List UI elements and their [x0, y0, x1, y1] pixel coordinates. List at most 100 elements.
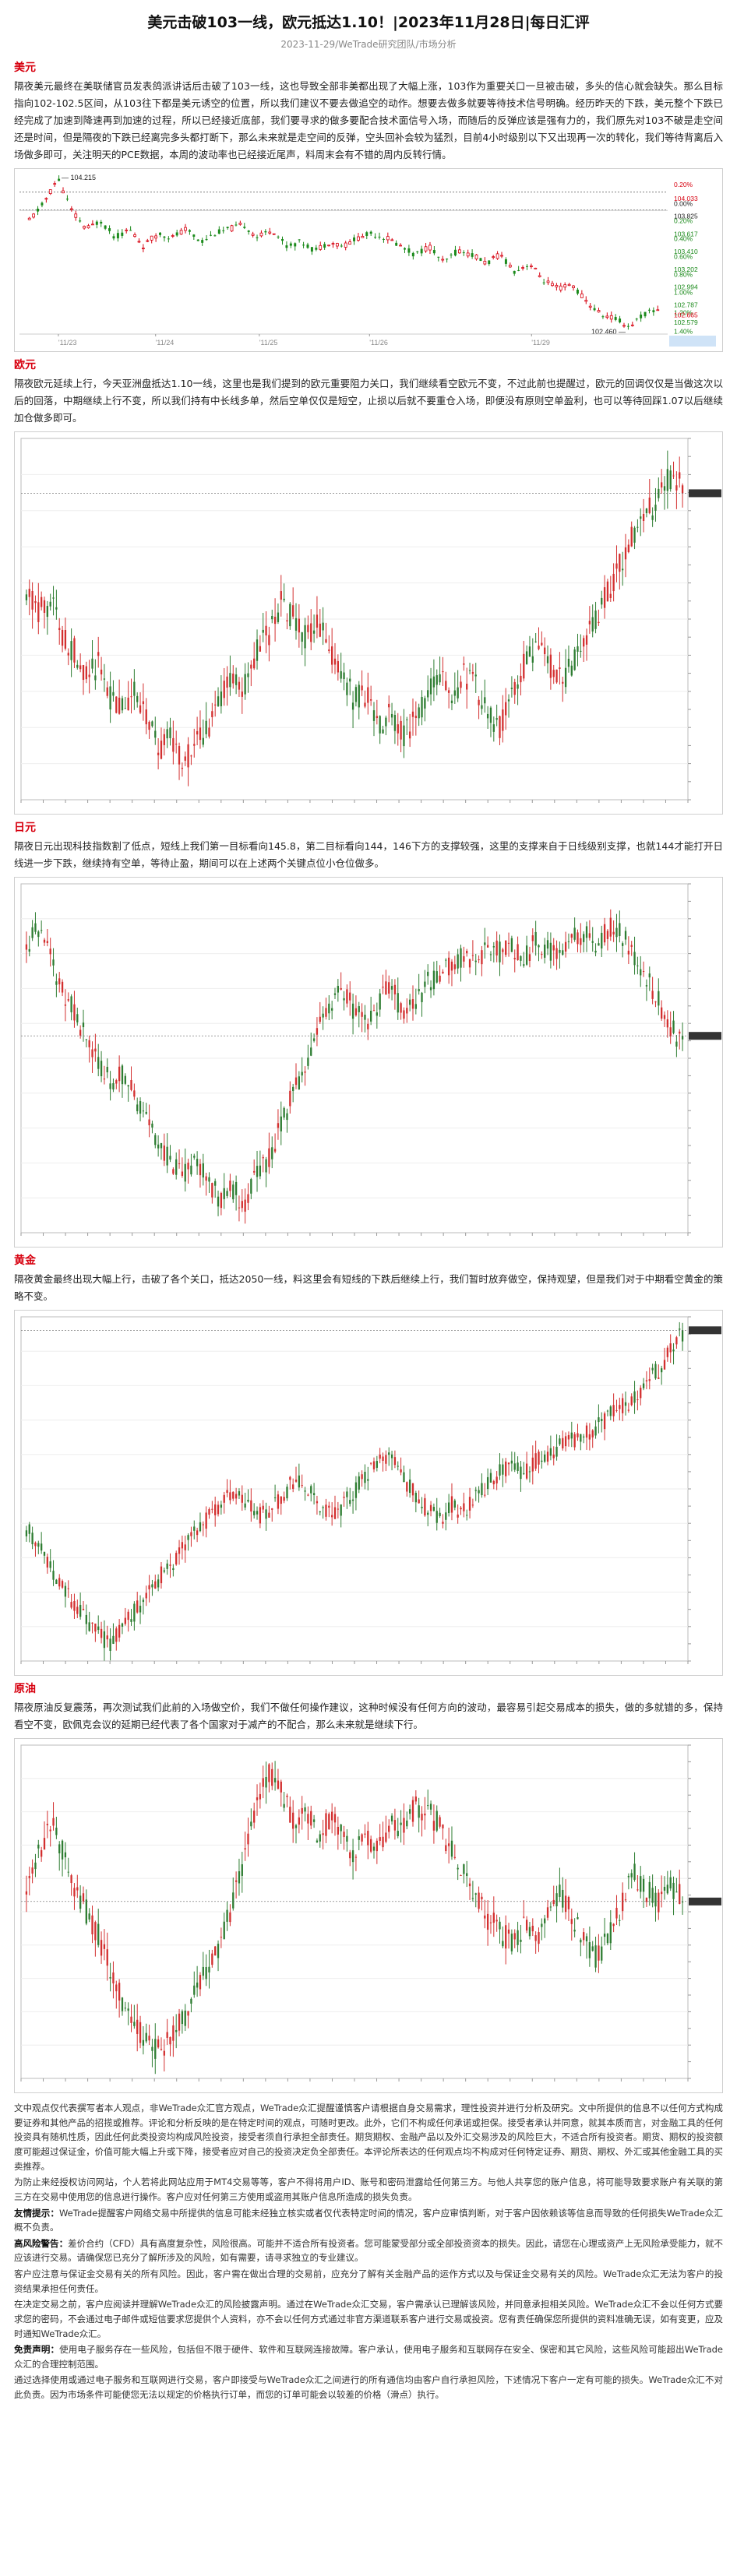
candle — [486, 713, 489, 719]
candle — [466, 950, 468, 954]
candle — [53, 183, 57, 185]
candle — [253, 1511, 256, 1515]
candle — [129, 230, 132, 231]
candle — [525, 651, 528, 664]
candle — [367, 687, 369, 703]
candle — [322, 1833, 324, 1835]
candle — [552, 1900, 555, 1905]
candle — [199, 1522, 202, 1532]
candle — [32, 213, 36, 218]
candle — [429, 987, 432, 991]
candle — [280, 1116, 282, 1131]
candle — [187, 744, 189, 768]
candle — [471, 671, 474, 674]
candle — [319, 623, 321, 637]
candle — [376, 1012, 378, 1016]
price-tick-label: 102.994 — [674, 283, 698, 290]
candle — [546, 280, 550, 283]
candle — [271, 615, 273, 619]
candle — [439, 1512, 441, 1517]
candle — [361, 1012, 363, 1017]
last-price-marker — [689, 1032, 721, 1040]
candle — [353, 237, 356, 241]
candle — [244, 1848, 246, 1850]
candle — [243, 226, 246, 228]
candle — [103, 1944, 106, 1950]
candle — [354, 1482, 358, 1498]
candle — [169, 1564, 171, 1566]
candle — [388, 703, 390, 708]
candle — [403, 1010, 405, 1019]
candle — [160, 1566, 163, 1584]
section-text: 隔夜黄金最终出现大幅上行，击破了各个关口，抵达2050一线，料这里会有短线的下跌… — [14, 1273, 723, 1303]
gold-chart — [14, 1310, 723, 1677]
candle — [178, 1547, 181, 1554]
candle — [79, 1895, 82, 1909]
candle — [232, 1491, 235, 1499]
candle — [505, 940, 507, 955]
candle — [273, 1778, 277, 1783]
candle — [86, 225, 90, 228]
candle — [414, 1493, 417, 1503]
candle — [235, 1880, 238, 1882]
candle — [358, 1836, 360, 1841]
candle — [160, 2049, 163, 2050]
candle — [64, 629, 67, 649]
candle — [244, 1503, 246, 1508]
price-tick-label: 103.410 — [674, 248, 698, 255]
candle — [372, 1010, 376, 1012]
candle — [531, 1457, 534, 1472]
candle — [453, 690, 456, 696]
candle — [525, 1920, 528, 1931]
candle — [507, 1930, 510, 1934]
candle — [510, 1934, 513, 1952]
candle — [58, 178, 61, 181]
candle — [577, 646, 579, 652]
candle — [202, 1967, 204, 1976]
candle — [585, 1936, 588, 1942]
candle — [635, 318, 638, 320]
candle — [376, 716, 378, 718]
candle — [226, 676, 228, 688]
candle — [205, 1176, 207, 1181]
candle — [432, 676, 436, 688]
candle — [55, 607, 58, 610]
candle — [271, 1769, 273, 1786]
candle — [115, 1984, 118, 1992]
candle — [453, 964, 456, 970]
candle — [669, 1877, 672, 1889]
candle — [83, 226, 86, 229]
candle — [495, 253, 499, 259]
candle — [85, 1614, 87, 1624]
candle — [316, 614, 319, 628]
candle — [79, 1605, 82, 1617]
candle — [474, 1893, 477, 1895]
candle — [40, 930, 43, 931]
candle — [298, 1818, 301, 1825]
candle — [622, 943, 624, 946]
candle — [427, 1512, 429, 1515]
candle — [202, 1524, 204, 1526]
candle — [622, 568, 624, 571]
candle — [337, 1827, 340, 1835]
candle — [474, 960, 477, 962]
candle — [594, 950, 597, 953]
candle — [52, 1818, 55, 1826]
candle — [340, 245, 343, 247]
candle — [468, 959, 471, 968]
candle — [337, 660, 340, 673]
candle — [148, 1585, 150, 1590]
candle — [289, 604, 291, 626]
candle — [492, 1480, 495, 1485]
candle — [445, 681, 447, 690]
candle — [145, 1111, 147, 1114]
candle — [564, 1436, 567, 1447]
candle — [247, 1194, 249, 1203]
candle — [499, 941, 501, 962]
candle — [139, 1100, 142, 1114]
x-tick-label: '11/23 — [58, 339, 77, 347]
candle — [238, 1207, 241, 1209]
candle — [385, 1455, 387, 1464]
section-oil: 原油 隔夜原油反复震荡，再次测试我们此前的入场做空价，我们不做任何操作建议，这种… — [0, 1680, 737, 2094]
candle — [286, 1487, 288, 1499]
